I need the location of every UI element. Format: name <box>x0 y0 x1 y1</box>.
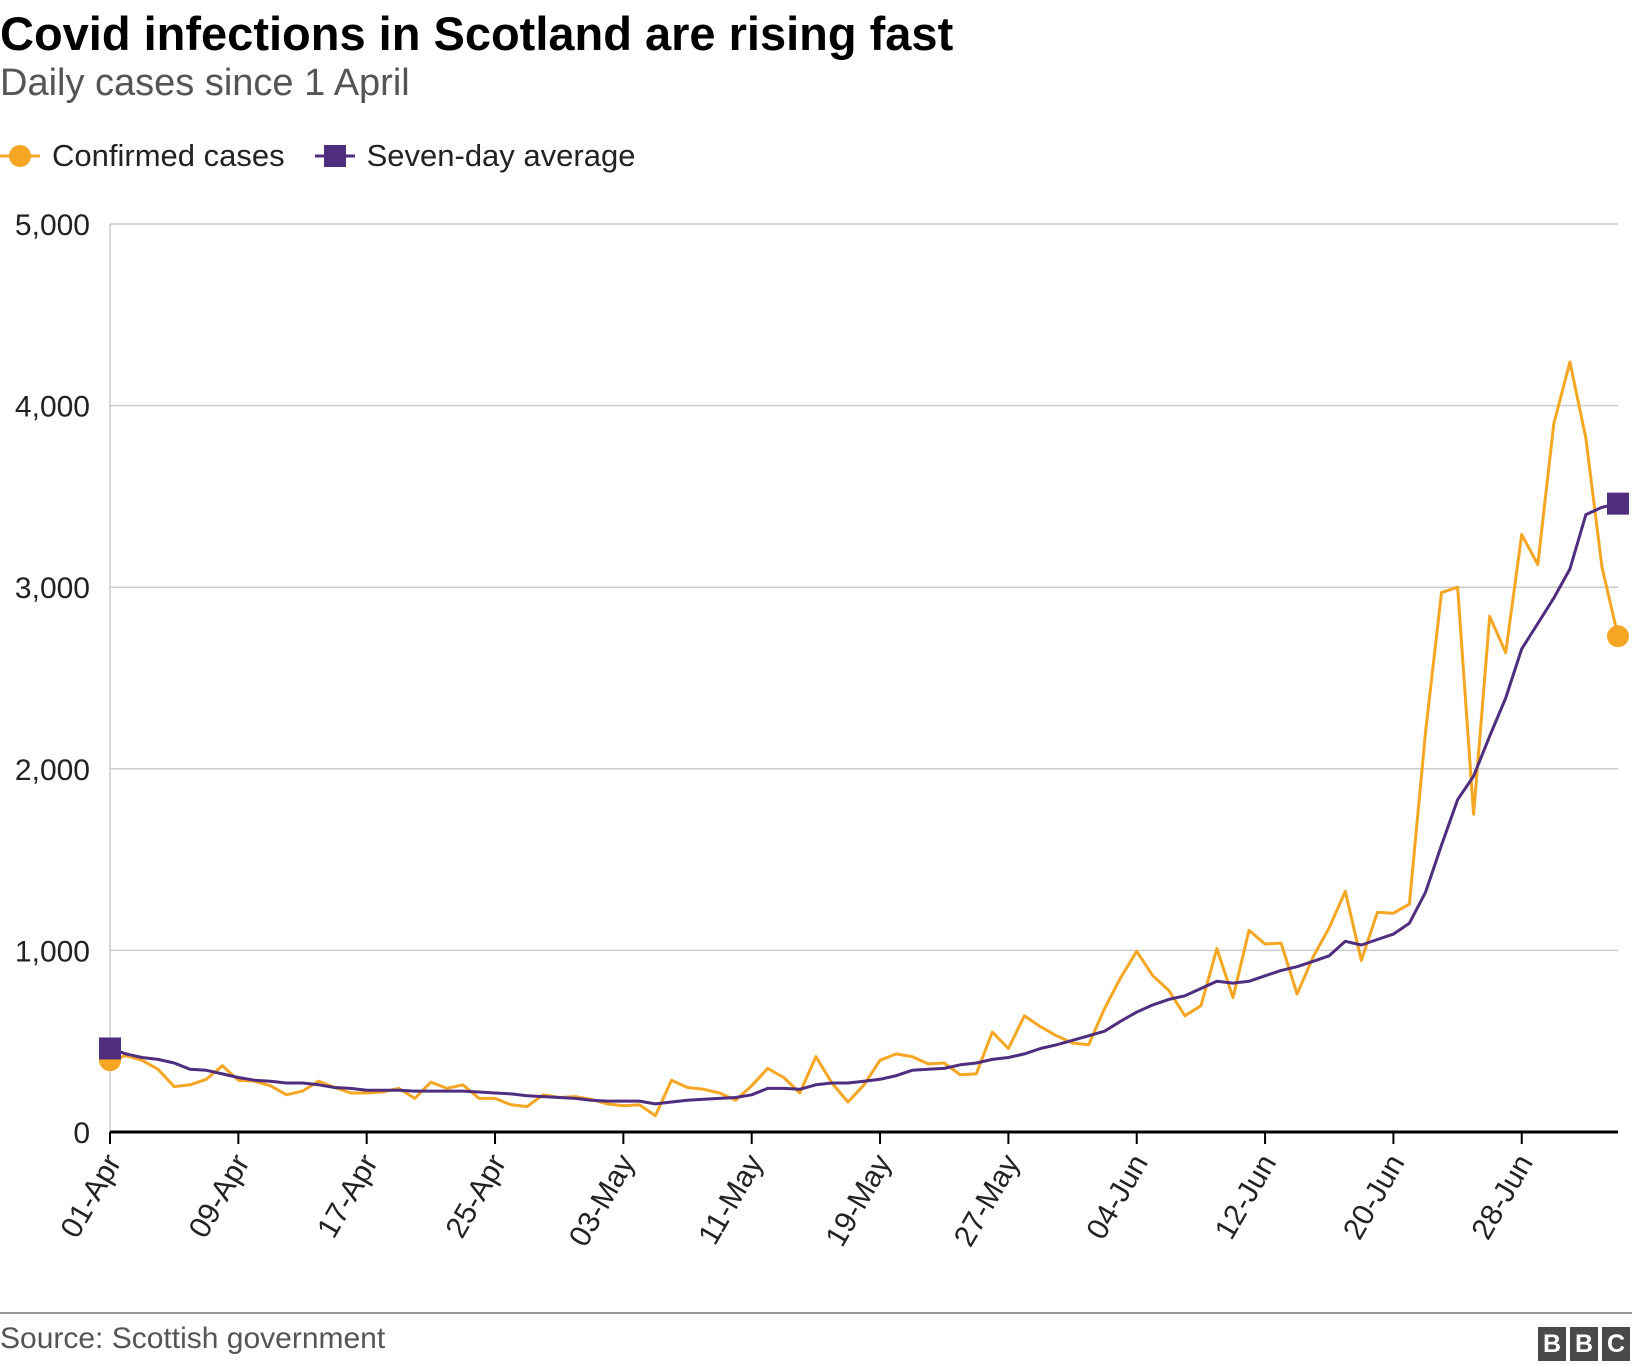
x-tick-label: 01-Apr <box>54 1149 128 1243</box>
x-tick-label: 20-Jun <box>1337 1149 1411 1245</box>
y-tick-label: 5,000 <box>15 209 90 242</box>
x-tick-label: 03-May <box>563 1149 642 1252</box>
y-tick-label: 4,000 <box>15 391 90 424</box>
y-tick-label: 2,000 <box>15 754 90 787</box>
average-endpoint-marker <box>99 1037 121 1060</box>
legend-item-confirmed: Confirmed cases <box>0 138 285 174</box>
circle-marker-icon <box>0 145 40 167</box>
chart-title: Covid infections in Scotland are rising … <box>0 7 954 60</box>
series-line-average <box>109 502 1619 1106</box>
x-tick-label: 25-Apr <box>439 1149 513 1243</box>
series-line-confirmed <box>109 360 1620 1118</box>
bbc-logo-letter: C <box>1602 1327 1630 1361</box>
x-tick-label: 28-Jun <box>1465 1149 1539 1245</box>
x-tick-label: 19-May <box>820 1149 899 1252</box>
confirmed-endpoint-marker <box>1607 625 1629 648</box>
bbc-logo-letter: B <box>1538 1327 1566 1361</box>
chart-subtitle: Daily cases since 1 April <box>0 62 410 104</box>
source-note: Source: Scottish government <box>0 1322 386 1355</box>
footer-divider <box>0 1312 1632 1314</box>
square-marker-icon <box>314 145 355 167</box>
line-chart: 0 1,000 2,000 3,000 4,000 5,000 01-Apr 09-Apr 17… <box>15 209 1629 1252</box>
x-tick-label: 04-Jun <box>1080 1149 1154 1245</box>
bbc-logo: B B C <box>1538 1327 1630 1361</box>
chart-legend: Confirmed cases Seven-day average <box>0 136 665 176</box>
legend-item-average: Seven-day average <box>314 138 636 174</box>
legend-label-confirmed: Confirmed cases <box>52 138 285 173</box>
x-tick-label: 09-Apr <box>183 1149 257 1243</box>
y-tick-label: 3,000 <box>15 572 90 605</box>
x-tick-label: 12-Jun <box>1209 1149 1283 1245</box>
y-tick-label: 0 <box>73 1117 90 1150</box>
bbc-logo-letter: B <box>1570 1327 1598 1361</box>
x-tick-label: 17-Apr <box>311 1149 385 1243</box>
legend-label-average: Seven-day average <box>366 138 636 173</box>
x-tick-label: 27-May <box>948 1149 1027 1252</box>
y-tick-label: 1,000 <box>15 935 90 968</box>
x-tick-label: 11-May <box>692 1149 769 1250</box>
average-endpoint-marker <box>1607 492 1629 515</box>
